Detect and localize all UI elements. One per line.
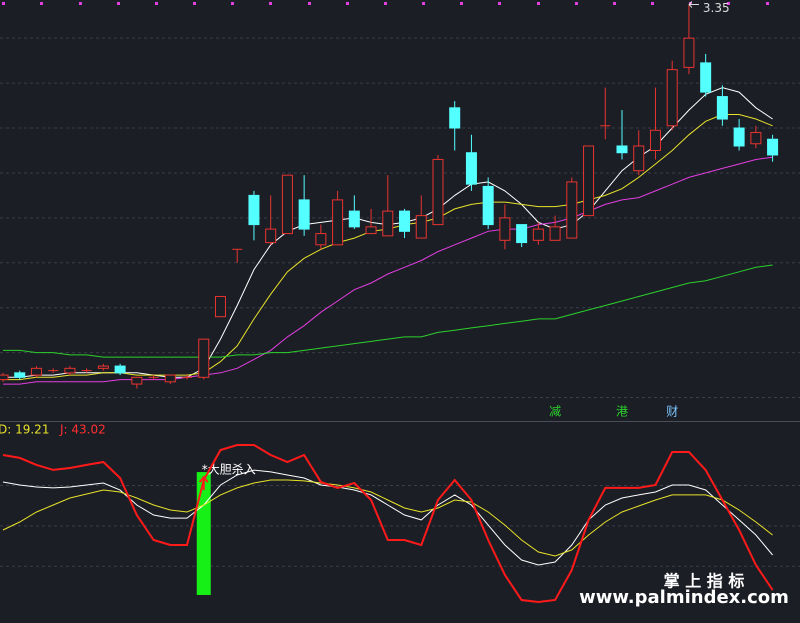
candle-body xyxy=(382,210,394,237)
marker-label: 港 xyxy=(616,405,628,419)
candle-body xyxy=(499,217,511,241)
candle-body xyxy=(164,374,176,383)
candle-body xyxy=(64,367,76,374)
marker-label: 减 xyxy=(549,405,561,419)
candle-body xyxy=(532,228,544,241)
candle-body xyxy=(733,127,745,147)
candle-body xyxy=(348,210,360,228)
line-series xyxy=(2,479,773,557)
candle-body xyxy=(700,62,712,93)
candle-body xyxy=(750,132,762,145)
candle-body xyxy=(633,145,645,172)
candle-body xyxy=(114,365,126,374)
candle-body xyxy=(449,107,461,129)
indicator-label: J: 43.02 xyxy=(59,423,106,437)
watermark-title: 掌 上 指 标 xyxy=(664,572,745,591)
top-dots xyxy=(2,2,769,5)
candle-body xyxy=(583,145,595,217)
candle-body xyxy=(332,199,344,246)
line-series xyxy=(3,264,773,358)
line-series xyxy=(2,469,773,566)
candle-body xyxy=(265,228,277,244)
candle-body xyxy=(666,69,678,127)
candle-body xyxy=(716,96,728,120)
candle-body xyxy=(432,158,444,226)
candle-body xyxy=(0,374,9,381)
candle-body xyxy=(281,174,293,235)
high-label: 3.35 xyxy=(703,1,730,15)
candle-body xyxy=(365,226,377,235)
indicator-label: D: 19.21 xyxy=(0,423,49,437)
candle-body xyxy=(683,37,695,68)
candle-body xyxy=(30,367,42,376)
candle-body xyxy=(214,295,226,318)
candle-body xyxy=(549,226,561,241)
signal-label: *大胆杀入 xyxy=(202,462,256,477)
watermark-url: www.palmindex.com xyxy=(579,587,789,608)
line-series xyxy=(2,444,774,604)
candle-body xyxy=(315,233,327,246)
candle-body xyxy=(248,194,260,226)
candle-body xyxy=(482,185,494,226)
candle-body xyxy=(616,145,628,154)
candle-body xyxy=(198,338,210,378)
candle-body xyxy=(399,210,411,232)
candle-body xyxy=(566,181,578,239)
signal-bar xyxy=(196,472,211,595)
candle-body xyxy=(516,224,528,244)
high-pointer xyxy=(688,1,699,8)
candle-body xyxy=(465,152,477,185)
candle-body xyxy=(97,365,109,369)
line-series xyxy=(3,156,773,385)
candle-body xyxy=(767,138,779,156)
candle-body xyxy=(298,199,310,230)
candle-body xyxy=(649,129,661,151)
marker-label: 财 xyxy=(666,405,678,419)
candle-body xyxy=(14,372,26,378)
candle-body xyxy=(415,215,427,239)
candle-body xyxy=(131,376,143,385)
